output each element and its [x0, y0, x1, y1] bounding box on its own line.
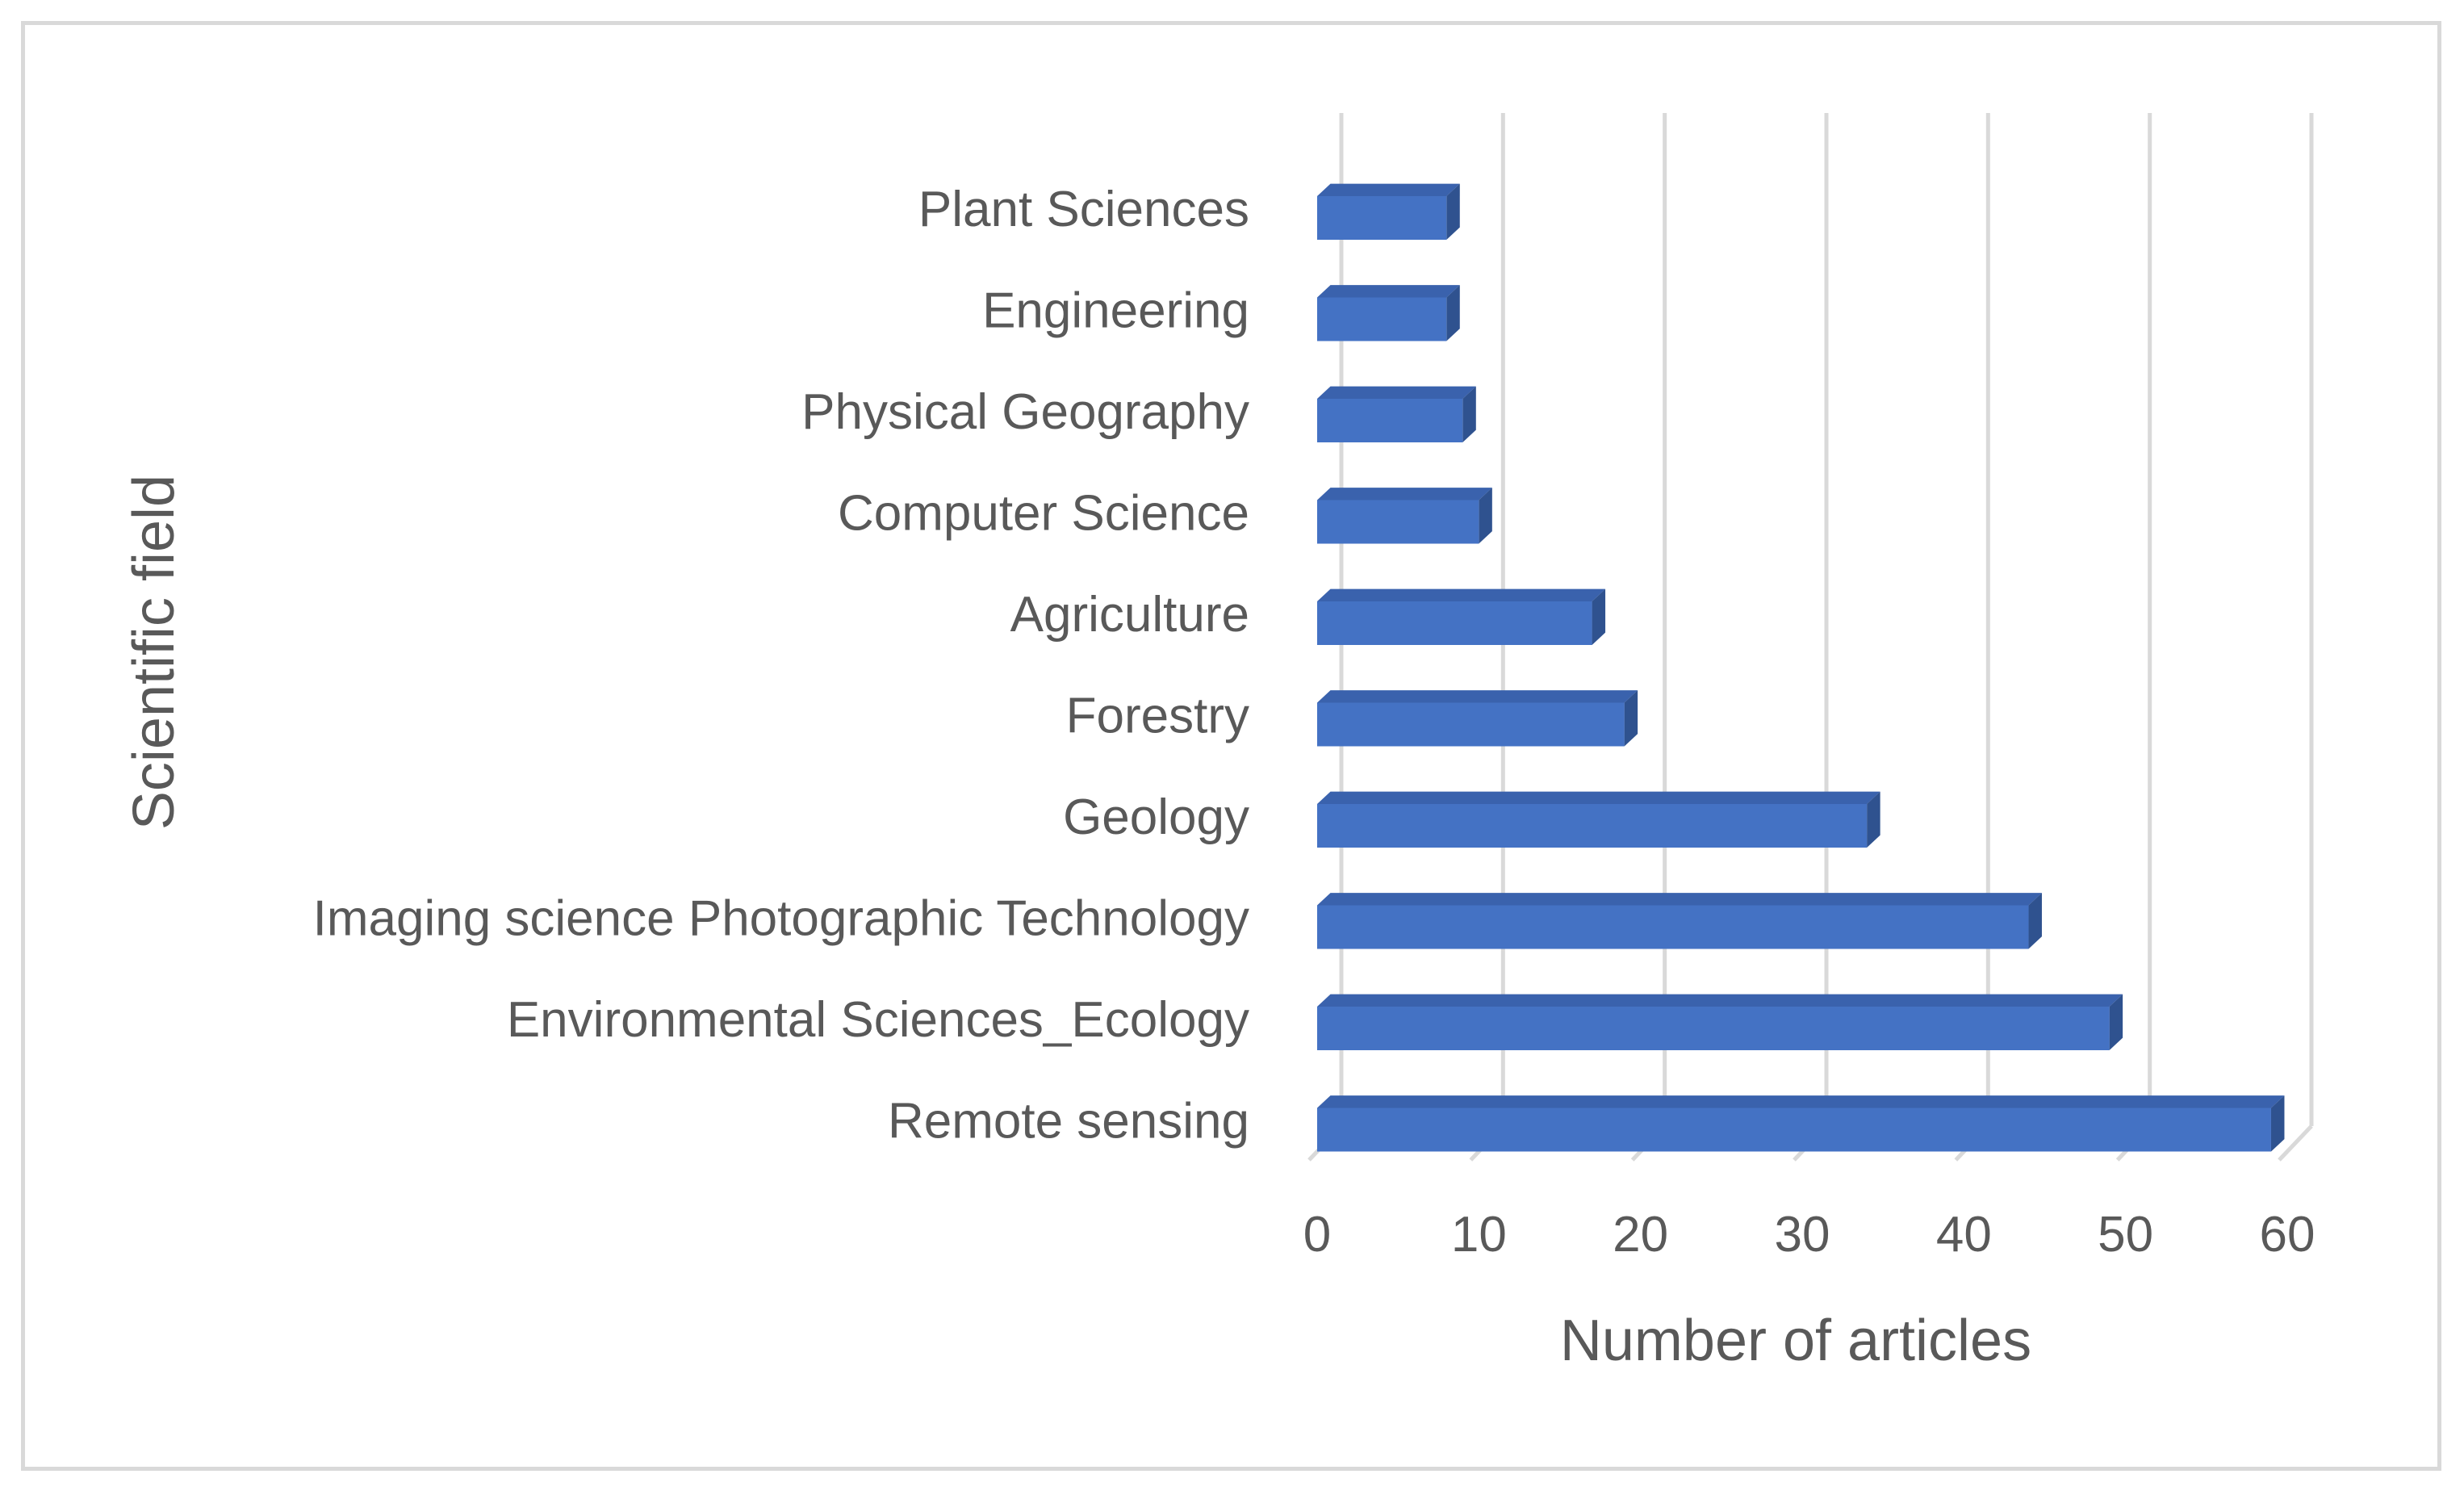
bar-side-face	[2028, 893, 2042, 949]
bar	[1317, 183, 1460, 240]
category-label: Engineering	[982, 283, 1249, 339]
bar-top-face	[1317, 183, 1460, 196]
bar-front-face	[1317, 1007, 2110, 1050]
bar-side-face	[1462, 386, 1476, 442]
bar-front-face	[1317, 702, 1625, 747]
bar-top-face	[1317, 386, 1476, 399]
bar	[1317, 285, 1460, 341]
category-labels: Remote sensing Environmental Sciences_Eco…	[313, 182, 1249, 1150]
bar-side-face	[1446, 183, 1460, 240]
x-tick-label: 20	[1613, 1207, 1668, 1263]
x-tick-label: 50	[2098, 1207, 2153, 1263]
bars	[1317, 183, 2285, 1152]
bar-side-face	[2109, 994, 2123, 1050]
bar-top-face	[1317, 994, 2123, 1007]
category-label: Plant Sciences	[918, 182, 1249, 237]
bar-front-face	[1317, 1108, 2271, 1152]
category-label: Geology	[1063, 789, 1249, 845]
category-label: Agriculture	[1010, 587, 1249, 643]
bar-top-face	[1317, 893, 2042, 906]
bar-top-face	[1317, 588, 1606, 601]
bar	[1317, 690, 1638, 747]
bar	[1317, 994, 2123, 1050]
y-axis-title: Scientific field	[122, 475, 186, 830]
bar-side-face	[1624, 690, 1638, 747]
bar	[1317, 791, 1880, 848]
bar-top-face	[1317, 488, 1492, 500]
x-tick-label: 10	[1451, 1207, 1507, 1263]
bar	[1317, 386, 1476, 442]
bar-side-face	[1479, 488, 1492, 544]
bar-front-face	[1317, 399, 1463, 442]
x-tick-label: 40	[1936, 1207, 1992, 1263]
category-label: Environmental Sciences_Ecology	[507, 992, 1249, 1048]
bar-front-face	[1317, 500, 1479, 544]
bar-top-face	[1317, 690, 1638, 703]
bar-front-face	[1317, 804, 1868, 848]
x-tick-label: 60	[2260, 1207, 2315, 1263]
bar-side-face	[2270, 1095, 2285, 1152]
bar	[1317, 588, 1606, 645]
bar-top-face	[1317, 791, 1880, 804]
bar	[1317, 1095, 2285, 1152]
bar-front-face	[1317, 601, 1592, 645]
bar	[1317, 488, 1492, 544]
x-tick-label: 0	[1303, 1207, 1331, 1263]
category-label: Physical Geography	[801, 384, 1249, 440]
bar-top-face	[1317, 1095, 2285, 1108]
bar-side-face	[1592, 588, 1606, 645]
bar-front-face	[1317, 297, 1447, 341]
chart-frame	[21, 21, 2441, 1471]
category-label: Computer Science	[838, 486, 1249, 542]
x-tick-label: 30	[1775, 1207, 1830, 1263]
bar-front-face	[1317, 196, 1447, 240]
x-axis-title: Number of articles	[1560, 1309, 2031, 1373]
bar-side-face	[1446, 285, 1460, 341]
category-label: Imaging science Photographic Technology	[313, 891, 1249, 947]
bar	[1317, 893, 2042, 949]
x-tick-labels: 0 10 20 30 40 50 60	[1303, 1207, 2315, 1263]
category-label: Remote sensing	[888, 1094, 1249, 1150]
bar-top-face	[1317, 285, 1460, 298]
floor-gridline	[2278, 1124, 2313, 1162]
category-label: Forestry	[1066, 689, 1249, 744]
bar-front-face	[1317, 905, 2029, 949]
bar-side-face	[1867, 791, 1880, 848]
